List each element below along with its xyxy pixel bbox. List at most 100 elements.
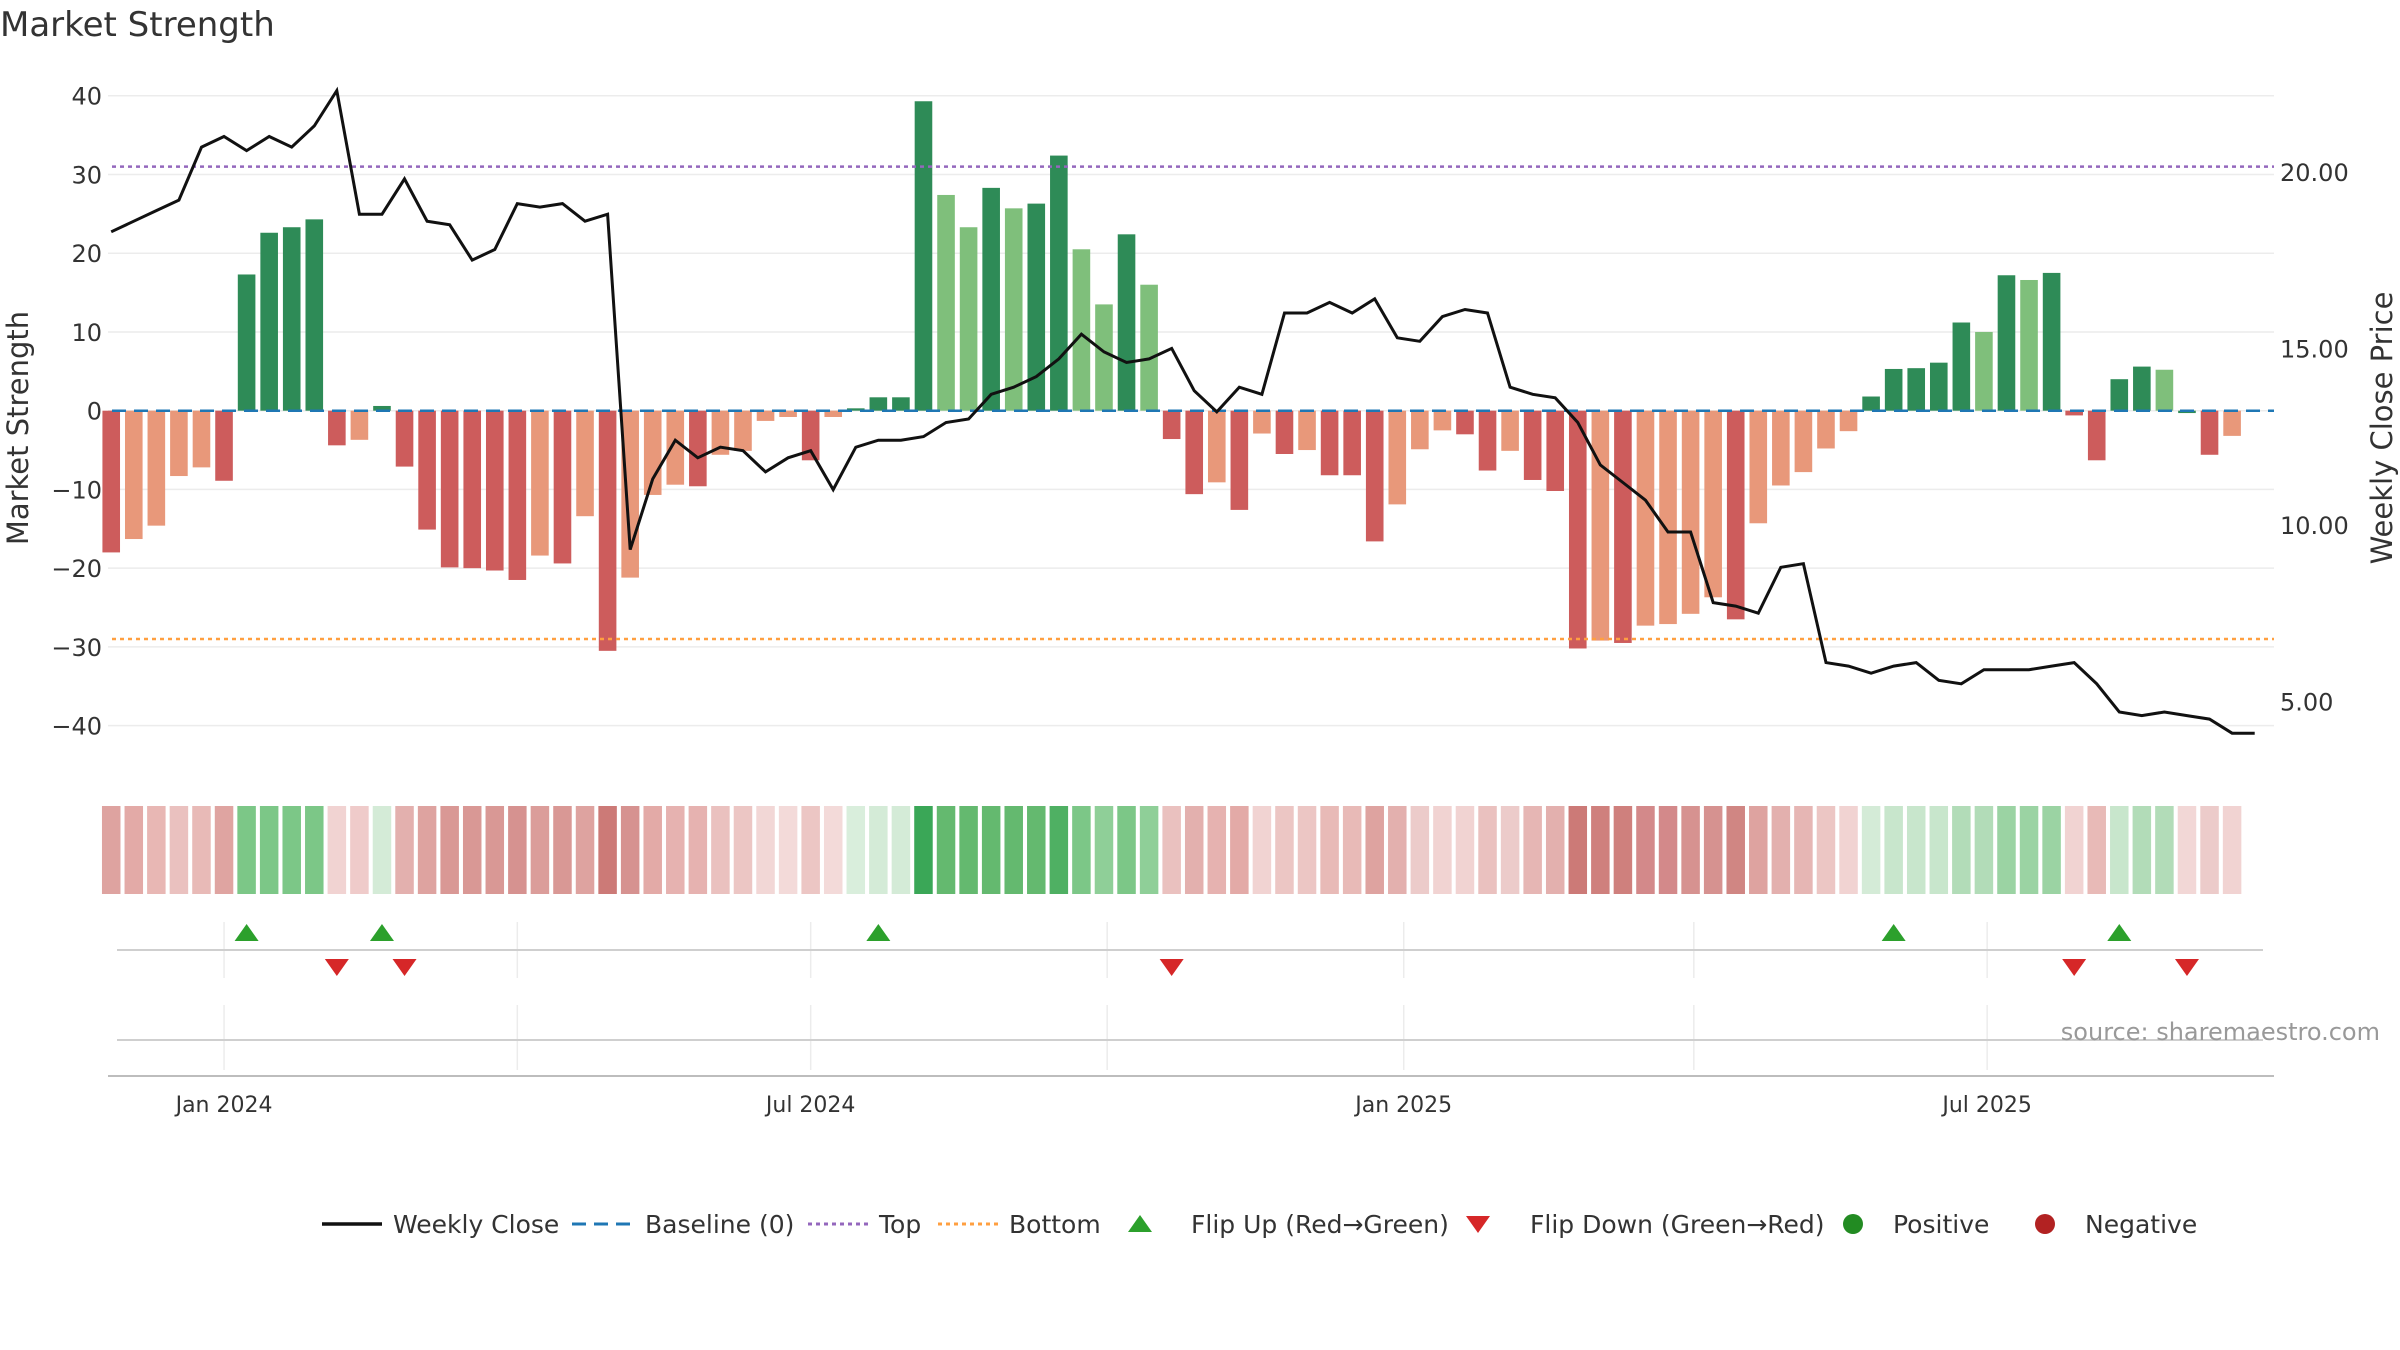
heat-cell (1591, 806, 1610, 894)
strength-bar (1929, 362, 1948, 411)
heat-cell (1433, 806, 1452, 894)
strength-bar (2087, 410, 2106, 461)
strength-bar (373, 405, 391, 411)
strength-bar (1478, 410, 1497, 471)
strength-bar (440, 410, 459, 568)
heat-cell (2042, 806, 2061, 894)
heat-cell (1388, 806, 1407, 894)
strength-heat-strip (101, 806, 2242, 894)
legend: Weekly Close Baseline (0) Top Bottom Flip Up… (322, 1210, 2197, 1239)
strength-bar (756, 410, 775, 421)
strength-bar (734, 410, 752, 451)
strength-bar (1072, 249, 1091, 411)
strength-bar (869, 397, 888, 411)
strength-bars (102, 101, 2241, 651)
strength-bar (1817, 410, 1835, 449)
right-axis-ticks: 20.00 15.00 10.00 5.00 (2280, 159, 2349, 717)
heat-cell (1523, 806, 1542, 894)
strength-bar (779, 410, 797, 417)
legend-swatch-dot (2035, 1214, 2055, 1234)
strength-bar (1275, 410, 1294, 454)
x-tick-label: Jan 2025 (1353, 1093, 1452, 1118)
strength-bar (531, 410, 549, 556)
strength-bar (237, 274, 256, 411)
strength-bar (2065, 410, 2083, 416)
heat-cell (327, 806, 347, 894)
legend-swatch-flip-up (1128, 1215, 1152, 1232)
legend-label: Negative (2085, 1210, 2197, 1239)
strength-bar (1298, 410, 1316, 451)
heat-cell (1613, 806, 1633, 894)
strength-bar (1975, 331, 1993, 411)
strength-bar (1907, 368, 1926, 411)
strength-bar (1636, 410, 1655, 626)
heat-cell (1342, 806, 1362, 894)
heat-cell (598, 806, 617, 894)
strength-bar (350, 410, 369, 440)
heat-cell (1297, 806, 1317, 894)
heat-cell (981, 806, 1001, 894)
heat-cell (372, 806, 392, 894)
legend-label: Baseline (0) (645, 1210, 794, 1239)
flip-up-marker (369, 924, 394, 941)
legend-label: Flip Up (Red→Green) (1191, 1210, 1449, 1239)
heat-cell (1252, 806, 1272, 894)
heat-cell (756, 806, 775, 894)
strength-bar (576, 410, 594, 517)
strength-bar (1185, 410, 1204, 495)
strength-bar (1772, 410, 1790, 486)
strength-bar (1501, 410, 1519, 451)
right-tick-label: 10.00 (2280, 512, 2349, 540)
heat-cell (778, 806, 798, 894)
strength-bar (2133, 366, 2151, 411)
left-tick-label: 0 (87, 398, 102, 426)
heat-cell (869, 806, 888, 894)
flip-up-marker (2107, 924, 2132, 941)
strength-bar (1140, 284, 1158, 411)
heat-cell (2222, 806, 2242, 894)
left-tick-label: 40 (71, 83, 102, 111)
strength-bar (1704, 410, 1722, 598)
legend-label: Bottom (1009, 1210, 1101, 1239)
strength-bar (192, 410, 211, 468)
heat-cell (395, 806, 414, 894)
heat-cell (530, 806, 550, 894)
heat-cell (1184, 806, 1204, 894)
bottom-panel: source: sharemaestro.com Jan 2024 Jul 202… (108, 1005, 2380, 1118)
strength-bar (463, 410, 482, 569)
strength-bar (689, 410, 707, 487)
flip-down-marker (1159, 959, 1184, 976)
heat-cell (711, 806, 730, 894)
heat-cell (1049, 806, 1069, 894)
legend-label: Flip Down (Green→Red) (1530, 1210, 1825, 1239)
heat-cell (169, 806, 189, 894)
heat-cell (1207, 806, 1227, 894)
heat-cell (237, 806, 256, 894)
strength-bar (1027, 203, 1046, 411)
strength-bar (1230, 410, 1249, 510)
bottom-panel-gridlines (223, 1005, 1988, 1070)
strength-bar (711, 410, 730, 455)
strength-bar (801, 410, 820, 461)
left-axis-label: Market Strength (1, 311, 35, 545)
heat-cell (1117, 806, 1136, 894)
strength-bar (1456, 410, 1474, 435)
heat-cell (1027, 806, 1046, 894)
strength-bar (418, 410, 436, 530)
flip-up-marker (866, 924, 891, 941)
left-tick-label: −30 (51, 634, 102, 662)
strength-bar (1884, 368, 1903, 411)
heat-cell (485, 806, 505, 894)
legend-swatch-dot (1843, 1214, 1863, 1234)
heat-cell (1884, 806, 1903, 894)
x-tick-label: Jul 2024 (764, 1093, 856, 1118)
left-tick-label: −10 (51, 476, 102, 504)
x-tick-label: Jul 2025 (1940, 1093, 2032, 1118)
strength-bar (1659, 410, 1677, 625)
heat-cell (914, 806, 933, 894)
strength-bar (485, 410, 504, 571)
heat-cell (688, 806, 708, 894)
strength-bar (260, 232, 278, 411)
heat-cell (2110, 806, 2129, 894)
heat-cell (1072, 806, 1091, 894)
